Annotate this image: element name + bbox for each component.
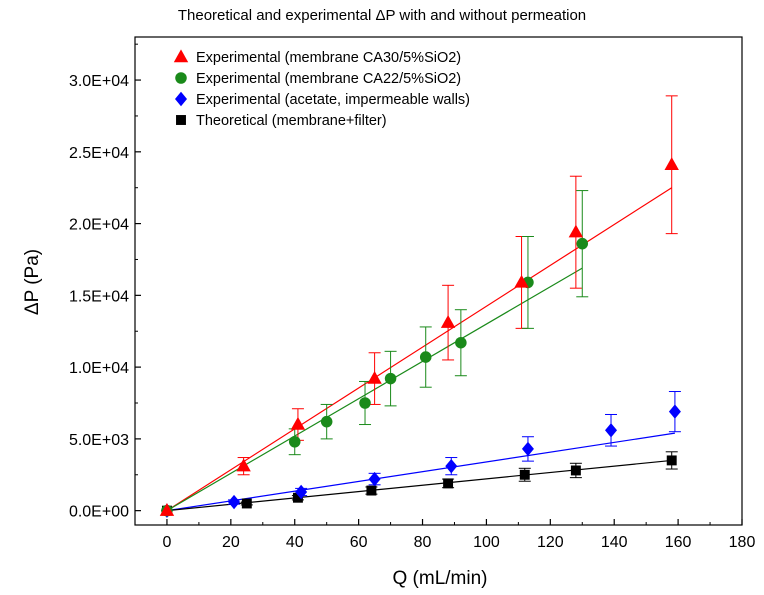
y-tick-label: 0.0E+00 xyxy=(69,504,129,521)
data-point-circle xyxy=(288,435,301,448)
y-tick-label: 3.0E+04 xyxy=(69,73,129,90)
data-point-circle xyxy=(320,415,333,428)
x-tick-label: 120 xyxy=(537,534,564,551)
y-tick-label: 5.0E+03 xyxy=(69,432,129,449)
data-point-square xyxy=(570,465,581,476)
data-point-square xyxy=(366,485,377,496)
x-axis-label: Q (mL/min) xyxy=(393,568,488,589)
chart-title: Theoretical and experimental ΔP with and… xyxy=(178,7,586,24)
data-point-square xyxy=(443,478,454,489)
legend-label: Theoretical (membrane+filter) xyxy=(196,113,387,129)
data-point-diamond xyxy=(521,441,534,457)
x-tick-label: 140 xyxy=(601,534,628,551)
data-point-diamond xyxy=(605,423,618,438)
fit-line-diamond xyxy=(166,432,676,512)
legend-marker-circle xyxy=(175,72,187,84)
x-tick-label: 80 xyxy=(414,534,432,551)
data-point-circle xyxy=(576,237,589,250)
data-point-triangle xyxy=(514,274,529,288)
legend-label: Experimental (acetate, impermeable walls… xyxy=(196,92,470,108)
data-point-triangle xyxy=(367,371,382,384)
plot-area-frame xyxy=(134,36,743,526)
data-point-circle xyxy=(455,336,467,349)
x-tick-label: 60 xyxy=(350,534,368,551)
data-point-triangle xyxy=(236,458,251,472)
data-point-triangle xyxy=(568,224,584,238)
data-point-circle xyxy=(384,372,397,385)
legend-label: Experimental (membrane CA22/5%SiO2) xyxy=(196,71,461,87)
legend-label: Experimental (membrane CA30/5%SiO2) xyxy=(196,50,461,66)
x-tick-label: 100 xyxy=(473,534,500,551)
data-point-square xyxy=(241,498,252,509)
x-tick-label: 180 xyxy=(729,534,756,551)
x-tick-label: 160 xyxy=(665,534,692,551)
data-point-diamond xyxy=(445,458,458,474)
y-tick-label: 2.5E+04 xyxy=(69,145,129,162)
data-points xyxy=(159,157,681,518)
data-point-circle xyxy=(359,397,371,409)
legend: Experimental (membrane CA30/5%SiO2) Exper… xyxy=(173,49,470,129)
data-point-square xyxy=(519,469,530,480)
axis-ticks: 0 20 40 60 80 100 120 140 160 180 0.0E+00 5.0E+03 1.… xyxy=(69,43,756,551)
y-axis-label: ΔP (Pa) xyxy=(22,249,43,315)
data-point-triangle xyxy=(290,416,306,430)
data-point-square xyxy=(292,492,303,503)
x-tick-label: 40 xyxy=(286,534,304,551)
data-point-triangle xyxy=(440,315,456,328)
legend-marker-triangle xyxy=(173,49,189,63)
data-point-diamond xyxy=(295,484,308,500)
data-point-triangle xyxy=(664,157,679,170)
legend-marker-diamond xyxy=(175,91,187,107)
data-point-diamond xyxy=(228,494,241,510)
y-tick-label: 2.0E+04 xyxy=(69,217,129,234)
x-tick-label: 0 xyxy=(162,534,171,551)
data-point-square xyxy=(666,455,677,466)
legend-marker-square xyxy=(176,115,186,125)
y-tick-label: 1.5E+04 xyxy=(69,288,129,305)
y-tick-label: 1.0E+04 xyxy=(69,360,129,377)
data-point-circle xyxy=(419,351,432,363)
x-tick-label: 20 xyxy=(222,534,240,551)
data-point-triangle xyxy=(159,503,175,516)
data-point-diamond xyxy=(668,404,681,419)
data-point-diamond xyxy=(368,471,381,487)
